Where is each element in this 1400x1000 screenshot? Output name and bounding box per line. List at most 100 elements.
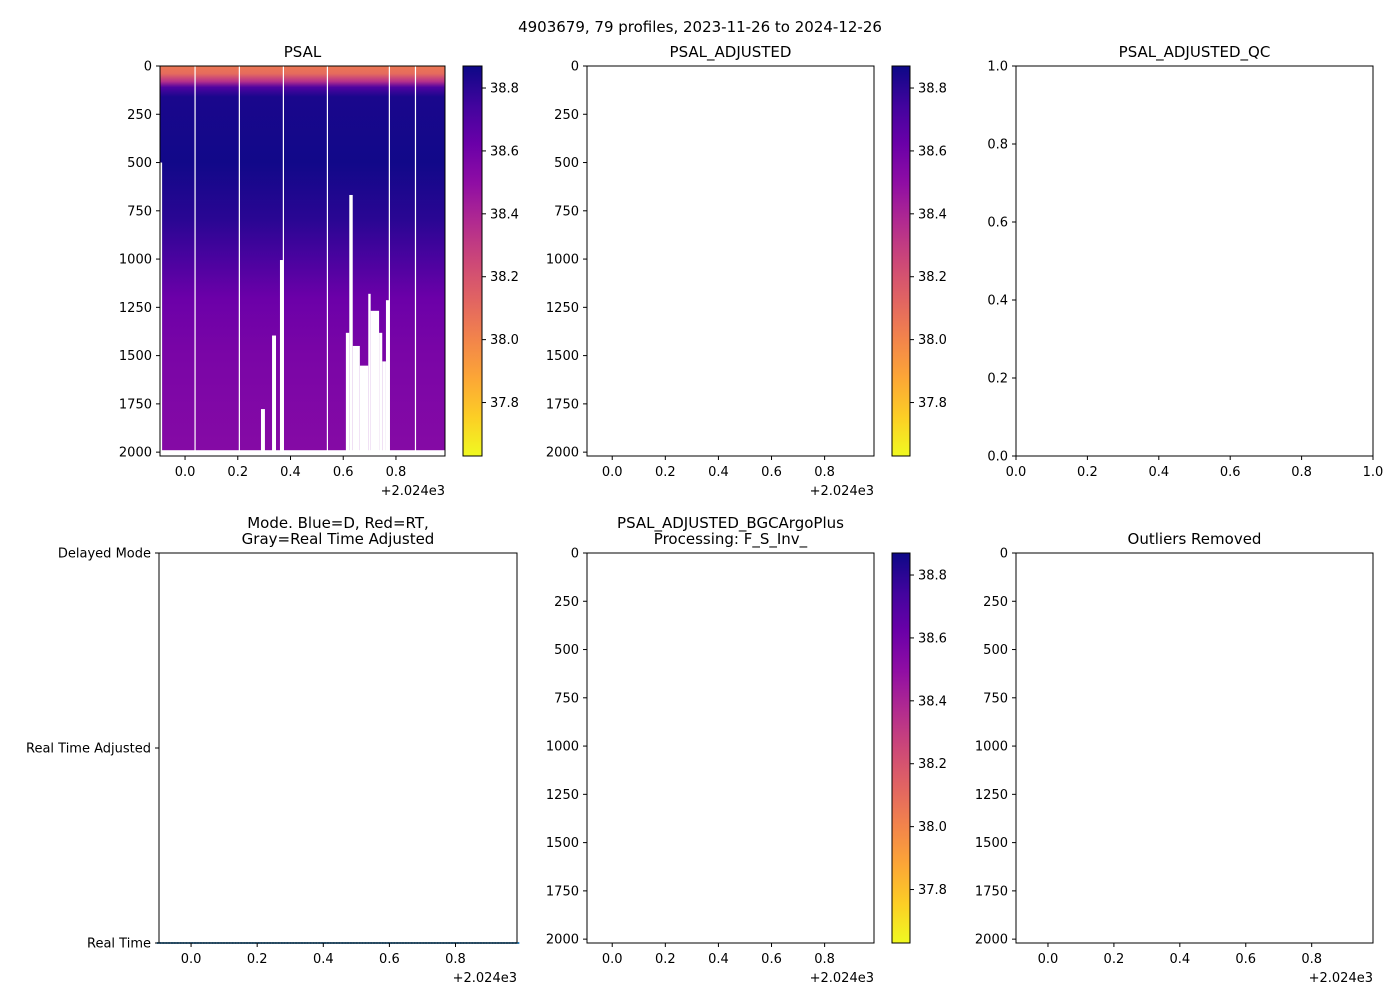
data-gap xyxy=(370,310,380,456)
colorbar-tick-label: 38.6 xyxy=(918,631,947,646)
y-tick-label: 0.0 xyxy=(987,450,1008,465)
y-tick-label: 500 xyxy=(983,643,1008,658)
axes-frame xyxy=(586,65,875,457)
x-tick-label: 0.2 xyxy=(1077,465,1098,480)
x-tick-label: 0.2 xyxy=(655,952,676,967)
y-tick-label: 1500 xyxy=(975,836,1008,851)
x-tick-label: 0.6 xyxy=(379,952,400,967)
data-gap xyxy=(260,409,265,456)
colorbar-tick-label: 38.8 xyxy=(918,82,947,97)
y-tick-label: 1250 xyxy=(975,788,1008,803)
colorbar-gradient xyxy=(462,65,483,457)
y-tick-label: 0.4 xyxy=(987,294,1008,309)
y-tick-label: 750 xyxy=(127,204,152,219)
axes-frame xyxy=(1015,552,1374,944)
x-tick-label: 0.2 xyxy=(247,952,268,967)
y-tick-label: 0 xyxy=(571,60,579,75)
colorbar-tick-label: 38.4 xyxy=(918,694,947,709)
panel-psal_adjusted: PSAL_ADJUSTED 0.0 0.2 0.4 0.6 0.8 +2.024e3 0 250… xyxy=(546,43,947,499)
y-tick-label: Real Time xyxy=(87,937,151,952)
y-tick-label: 250 xyxy=(554,595,579,610)
x-offset-label: +2.024e3 xyxy=(1309,971,1373,986)
colorbar-tick-label: 38.6 xyxy=(918,144,947,159)
panel-mode: Mode. Blue=D, Red=RT,Gray=Real Time Adju… xyxy=(26,514,520,986)
x-tick-label: 0.8 xyxy=(1301,952,1322,967)
y-tick-label: 1750 xyxy=(119,397,152,412)
y-tick-label: 1250 xyxy=(546,301,579,316)
y-tick-label: 1750 xyxy=(546,397,579,412)
colorbar-tick-label: 38.8 xyxy=(490,82,519,97)
y-tick-label: 500 xyxy=(554,156,579,171)
missing-profile xyxy=(326,66,329,456)
x-offset-label: +2.024e3 xyxy=(810,971,874,986)
panel-title: Mode. Blue=D, Red=RT, xyxy=(247,514,429,532)
x-tick-label: 0.4 xyxy=(313,952,334,967)
y-tick-label: 1250 xyxy=(546,788,579,803)
x-tick-label: 0.6 xyxy=(333,465,354,480)
colorbar: 37.8 38.0 38.2 38.4 38.6 38.8 xyxy=(891,65,947,457)
y-tick-label: 2000 xyxy=(119,446,152,461)
axes-frame xyxy=(159,65,446,457)
colorbar-tick-label: 37.8 xyxy=(490,396,519,411)
colorbar-tick-label: 38.0 xyxy=(918,333,947,348)
y-tick-label: 750 xyxy=(554,691,579,706)
x-tick-label: 0.4 xyxy=(1169,952,1190,967)
colorbar-gradient xyxy=(891,65,911,457)
panel-title: Gray=Real Time Adjusted xyxy=(242,530,435,548)
y-tick-label: 2000 xyxy=(546,933,579,948)
data-gap xyxy=(368,293,371,456)
missing-profile xyxy=(194,66,196,456)
x-tick-label: 0.6 xyxy=(761,465,782,480)
x-tick-label: 0.2 xyxy=(227,465,248,480)
x-tick-label: 0.2 xyxy=(1104,952,1125,967)
colorbar-tick-label: 38.6 xyxy=(490,144,519,159)
y-tick-label: Real Time Adjusted xyxy=(26,742,151,757)
y-tick-label: 250 xyxy=(127,108,152,123)
x-tick-label: 0.4 xyxy=(280,465,301,480)
x-tick-label: 0.2 xyxy=(655,465,676,480)
colorbar-tick-label: 38.2 xyxy=(918,270,947,285)
axes-frame xyxy=(586,552,875,944)
y-tick-label: 0.6 xyxy=(987,216,1008,231)
data-gap xyxy=(349,194,353,457)
y-tick-label: 1250 xyxy=(119,301,152,316)
y-tick-label: 750 xyxy=(554,204,579,219)
x-offset-label: +2.024e3 xyxy=(381,484,445,499)
y-tick-label: 0 xyxy=(144,60,152,75)
y-tick-label: 2000 xyxy=(546,446,579,461)
x-tick-label: 0.8 xyxy=(814,952,835,967)
x-tick-label: 0.8 xyxy=(814,465,835,480)
x-tick-label: 0.8 xyxy=(445,952,466,967)
panel-title: PSAL xyxy=(284,43,322,61)
y-tick-label: 0 xyxy=(1000,547,1008,562)
colorbar-gradient xyxy=(891,552,911,944)
y-tick-label: 500 xyxy=(127,156,152,171)
colorbar-tick-label: 38.8 xyxy=(918,569,947,584)
colorbar-tick-label: 38.4 xyxy=(918,207,947,222)
x-tick-label: 0.6 xyxy=(1220,465,1241,480)
y-tick-label: 1000 xyxy=(546,740,579,755)
data-gap xyxy=(160,162,163,456)
data-gap xyxy=(272,335,277,456)
y-tick-label: 500 xyxy=(554,643,579,658)
colorbar-tick-label: 37.8 xyxy=(918,883,947,898)
panel-title: Processing: F_S_Inv_ xyxy=(654,530,808,549)
colorbar-tick-label: 37.8 xyxy=(918,396,947,411)
missing-profile xyxy=(238,66,240,456)
y-tick-label: 2000 xyxy=(975,933,1008,948)
missing-profile xyxy=(414,66,417,456)
x-offset-label: +2.024e3 xyxy=(453,971,517,986)
x-tick-label: 1.0 xyxy=(1363,465,1384,480)
x-tick-label: 0.0 xyxy=(1038,952,1059,967)
x-tick-label: 0.6 xyxy=(1235,952,1256,967)
panel-title: PSAL_ADJUSTED_QC xyxy=(1119,43,1271,62)
y-tick-label: 250 xyxy=(983,595,1008,610)
colorbar-tick-label: 38.0 xyxy=(918,820,947,835)
y-tick-label: 1500 xyxy=(546,836,579,851)
panel-title: PSAL_ADJUSTED xyxy=(670,43,792,62)
y-tick-label: 0 xyxy=(571,547,579,562)
panel-title: Outliers Removed xyxy=(1128,530,1262,548)
data-gap xyxy=(379,332,383,456)
data-gap xyxy=(385,300,390,456)
x-tick-label: 0.0 xyxy=(1006,465,1027,480)
